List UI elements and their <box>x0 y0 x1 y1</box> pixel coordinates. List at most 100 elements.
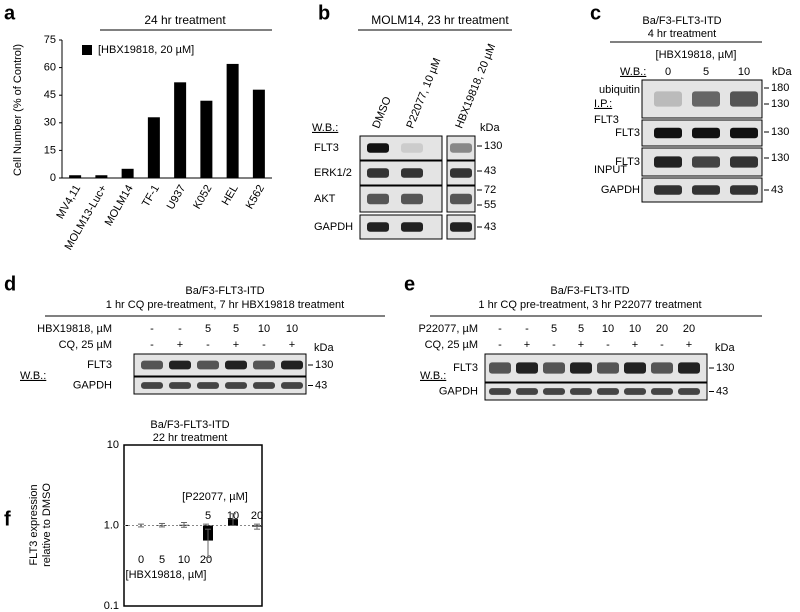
y-tick-label: 10 <box>107 439 119 451</box>
panel-title: Ba/F3-FLT3-ITD <box>642 15 721 27</box>
kda-marker: 43 <box>771 184 783 196</box>
y-axis-label: Cell Number (% of Control) <box>12 44 24 176</box>
band <box>597 388 619 395</box>
row-label: FLT3 <box>87 359 112 371</box>
band <box>678 362 700 374</box>
x-tick-label: 0 <box>138 554 144 566</box>
band <box>225 360 247 370</box>
treatment-label: CQ, 25 µM <box>425 339 478 351</box>
bar <box>147 117 160 178</box>
band <box>597 362 619 374</box>
treatment-label: CQ, 25 µM <box>59 339 112 351</box>
row-label: GAPDH <box>314 221 353 233</box>
band <box>450 143 472 153</box>
band <box>141 382 163 389</box>
row-label: FLT3 <box>314 142 339 154</box>
row-label: GAPDH <box>73 379 112 391</box>
kda-label: kDa <box>480 122 500 134</box>
treatment-value: - <box>660 339 664 351</box>
x-tick-label: TF-1 <box>140 183 162 209</box>
band <box>651 388 673 395</box>
kda-marker: 43 <box>484 165 496 177</box>
row-label: FLT3 <box>453 362 478 374</box>
band <box>543 388 565 395</box>
panel-subtitle: 1 hr CQ pre-treatment, 3 hr P22077 treat… <box>478 299 701 311</box>
x-tick-label: K562 <box>244 183 267 211</box>
y-tick-label: 0 <box>50 172 56 184</box>
band <box>624 388 646 395</box>
treatment-value: + <box>632 339 638 351</box>
dose-label: 5 <box>703 66 709 78</box>
band <box>367 193 389 205</box>
row-label: ERK1/2 <box>314 167 352 179</box>
dose-header: [HBX19818, µM] <box>656 49 737 61</box>
treatment-value: - <box>262 339 266 351</box>
band <box>367 222 389 232</box>
panel-letter: e <box>404 273 415 295</box>
panel-letter: d <box>4 273 16 295</box>
treatment-value: 20 <box>683 323 695 335</box>
treatment-value: - <box>498 323 502 335</box>
band <box>253 360 275 370</box>
band <box>450 222 472 232</box>
panel-title: Ba/F3-FLT3-ITD <box>185 285 264 297</box>
band <box>651 362 673 374</box>
y-axis-label: relative to DMSO <box>41 483 53 567</box>
band <box>401 193 423 205</box>
lane-label: DMSO <box>370 95 394 131</box>
treatment-value: - <box>150 339 154 351</box>
band <box>281 360 303 370</box>
band <box>543 362 565 374</box>
panel-letter: f <box>4 508 11 530</box>
treatment-value: 5 <box>205 323 211 335</box>
kda-label: kDa <box>314 342 334 354</box>
bar <box>95 175 108 178</box>
band <box>367 168 389 178</box>
band <box>678 388 700 395</box>
bar <box>121 168 134 178</box>
treatment-value: - <box>606 339 610 351</box>
band <box>197 382 219 389</box>
treatment-value: 5 <box>233 323 239 335</box>
band <box>654 127 682 139</box>
row-label: FLT3 <box>615 127 640 139</box>
band <box>730 127 758 139</box>
band <box>401 168 423 178</box>
treatment-value: - <box>498 339 502 351</box>
band <box>489 362 511 374</box>
group-label: [P22077, µM] <box>182 491 248 503</box>
panel-title: Ba/F3-FLT3-ITD <box>150 419 229 431</box>
kda-marker: 130 <box>484 140 502 152</box>
treatment-value: 10 <box>602 323 614 335</box>
kda-marker: 130 <box>315 359 333 371</box>
treatment-value: + <box>177 339 183 351</box>
legend-label: [HBX19818, 20 µM] <box>98 44 194 56</box>
kda-label: kDa <box>715 342 735 354</box>
x-tick-label: 5 <box>205 510 211 522</box>
band <box>692 127 720 139</box>
kda-marker: 55 <box>484 199 496 211</box>
band <box>197 360 219 370</box>
band <box>225 382 247 389</box>
panel-title: Ba/F3-FLT3-ITD <box>550 285 629 297</box>
kda-marker: 180 <box>771 82 789 94</box>
wb-label: W.B.: <box>312 122 338 134</box>
y-tick-label: 15 <box>44 144 56 156</box>
blot <box>484 382 708 401</box>
x-tick-label: 10 <box>178 554 190 566</box>
band <box>516 362 538 374</box>
treatment-value: 10 <box>629 323 641 335</box>
treatment-value: - <box>525 323 529 335</box>
ip-label: FLT3 <box>594 114 619 126</box>
row-label: FLT3 <box>615 156 640 168</box>
treatment-value: 10 <box>258 323 270 335</box>
y-tick-label: 75 <box>44 34 56 46</box>
treatment-value: - <box>150 323 154 335</box>
x-tick-label: MV4,11 <box>54 183 83 221</box>
band <box>730 91 758 107</box>
panel-title: MOLM14, 23 hr treatment <box>371 13 509 27</box>
kda-marker: 130 <box>771 152 789 164</box>
treatment-value: 5 <box>578 323 584 335</box>
panel-subtitle: 22 hr treatment <box>153 432 228 444</box>
